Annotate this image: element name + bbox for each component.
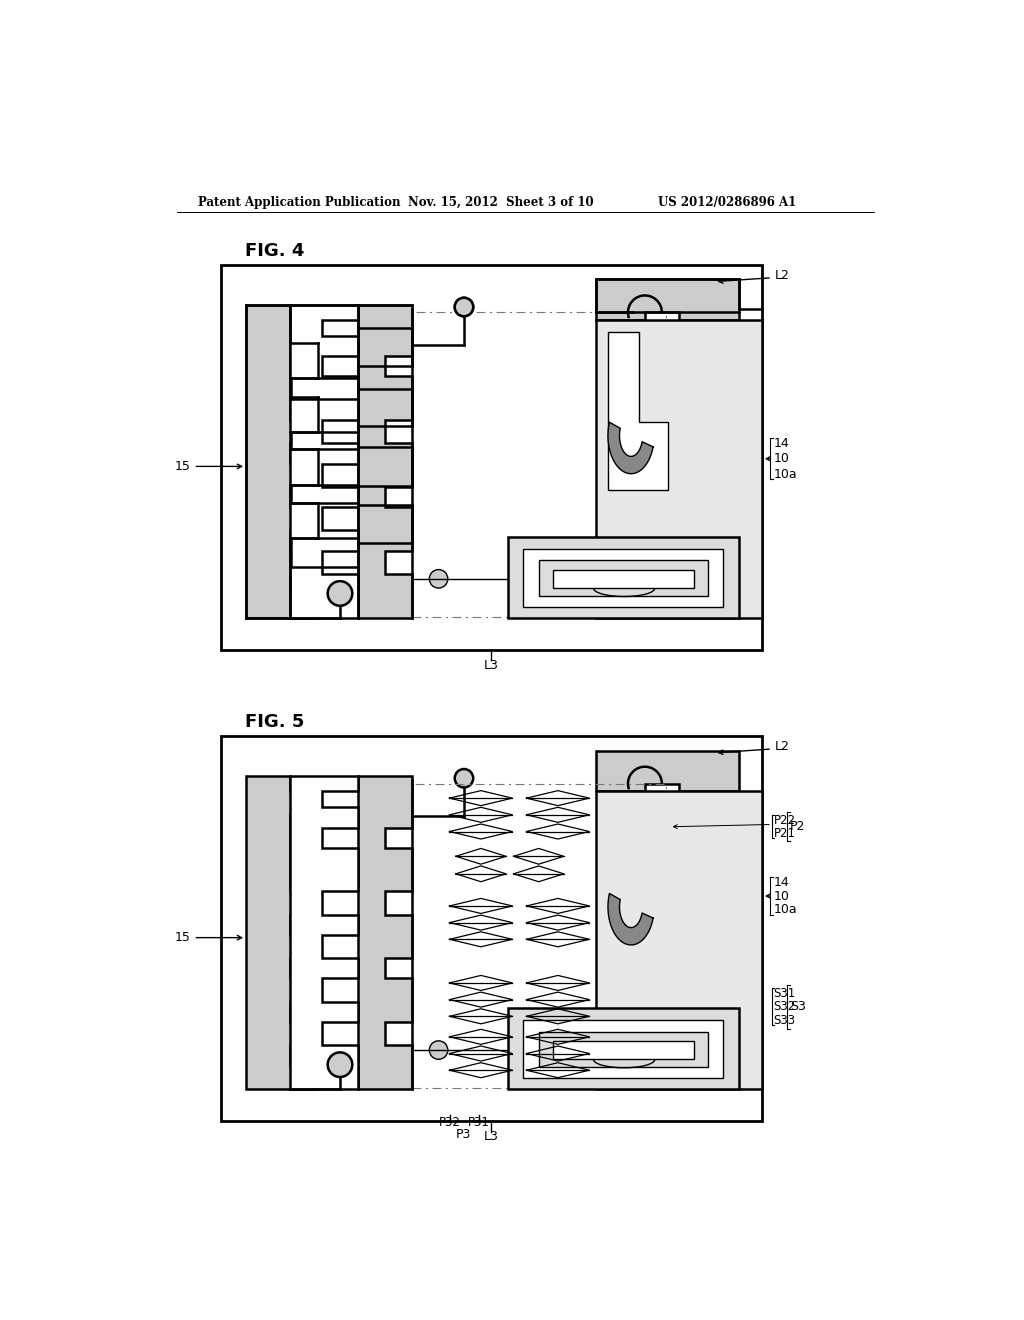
Bar — [523, 549, 724, 607]
Circle shape — [328, 581, 352, 606]
PathPatch shape — [508, 537, 739, 618]
Text: S33: S33 — [773, 1014, 796, 1027]
PathPatch shape — [246, 776, 315, 1089]
Bar — [553, 1040, 694, 1059]
PathPatch shape — [357, 305, 412, 618]
PathPatch shape — [357, 776, 412, 1089]
Bar — [412, 313, 666, 616]
Text: P2: P2 — [790, 820, 805, 833]
Circle shape — [455, 770, 473, 788]
Circle shape — [455, 298, 473, 317]
Bar — [221, 737, 762, 1121]
Text: S3: S3 — [790, 1001, 806, 1014]
Text: S31: S31 — [773, 987, 796, 1001]
Text: L3: L3 — [483, 659, 499, 672]
Circle shape — [328, 1052, 352, 1077]
Text: P31: P31 — [468, 1115, 489, 1129]
PathPatch shape — [596, 751, 739, 792]
Text: L2: L2 — [774, 269, 790, 282]
PathPatch shape — [246, 305, 315, 618]
PathPatch shape — [596, 321, 762, 618]
Bar — [539, 1032, 708, 1067]
Text: L3: L3 — [483, 1130, 499, 1143]
Text: 10a: 10a — [773, 903, 797, 916]
Bar — [221, 264, 762, 649]
PathPatch shape — [596, 280, 739, 321]
PathPatch shape — [290, 305, 357, 618]
Bar — [553, 570, 694, 589]
PathPatch shape — [596, 792, 762, 1089]
Circle shape — [429, 570, 447, 589]
Text: 15: 15 — [175, 459, 242, 473]
Bar — [539, 560, 708, 595]
Text: P22: P22 — [773, 814, 796, 828]
Text: Patent Application Publication: Patent Application Publication — [199, 195, 400, 209]
PathPatch shape — [608, 331, 668, 490]
Text: 14: 14 — [773, 437, 790, 450]
Text: US 2012/0286896 A1: US 2012/0286896 A1 — [658, 195, 797, 209]
Text: 10: 10 — [773, 453, 790, 465]
Polygon shape — [608, 422, 653, 474]
Text: FIG. 5: FIG. 5 — [245, 713, 304, 731]
Text: 15: 15 — [175, 931, 242, 944]
Text: P3: P3 — [456, 1129, 471, 1142]
Text: P32: P32 — [439, 1115, 461, 1129]
Text: 10a: 10a — [773, 467, 797, 480]
Bar — [412, 784, 666, 1088]
Text: FIG. 4: FIG. 4 — [245, 242, 304, 260]
Text: P21: P21 — [773, 828, 796, 841]
Text: 14: 14 — [773, 875, 790, 888]
Polygon shape — [608, 894, 653, 945]
PathPatch shape — [508, 1008, 739, 1089]
Polygon shape — [608, 894, 653, 945]
Text: L2: L2 — [774, 741, 790, 754]
Text: Nov. 15, 2012  Sheet 3 of 10: Nov. 15, 2012 Sheet 3 of 10 — [408, 195, 593, 209]
PathPatch shape — [290, 776, 357, 1089]
Circle shape — [429, 1040, 447, 1059]
Text: S32: S32 — [773, 1001, 796, 1014]
Text: 10: 10 — [773, 890, 790, 903]
Bar — [523, 1020, 724, 1077]
